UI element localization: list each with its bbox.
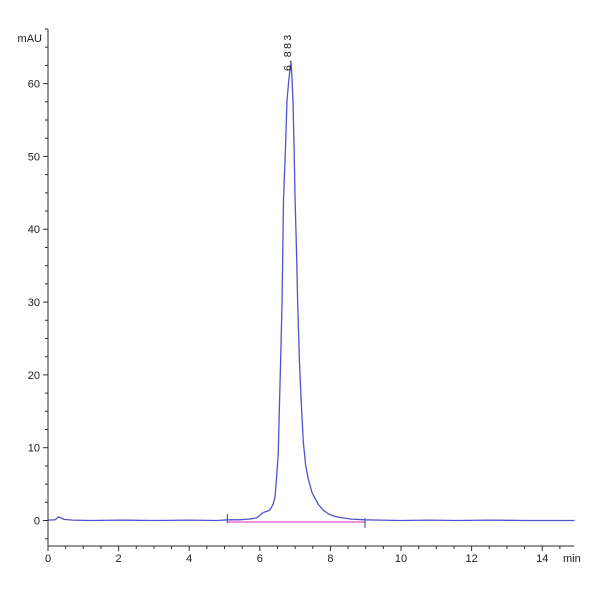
- x-tick-label: 4: [186, 553, 192, 565]
- x-tick-label: 6: [257, 553, 263, 565]
- axes-layer: 0 10 20 30 40 50 60 0 2 4 6 8 10 12 14: [28, 28, 574, 565]
- y-tick-label: 60: [28, 79, 40, 91]
- y-tick-label: 30: [28, 297, 40, 309]
- x-tick-label: 10: [395, 553, 407, 565]
- x-tick-label: 2: [116, 553, 122, 565]
- x-tick-label: 0: [45, 553, 51, 565]
- y-tick-label: 20: [28, 370, 40, 382]
- x-tick-label: 8: [327, 553, 333, 565]
- integration-baseline-layer: [226, 513, 366, 528]
- x-axis-unit-label: min: [563, 553, 581, 565]
- x-tick-label: 12: [465, 553, 477, 565]
- y-tick-label: 10: [28, 443, 40, 455]
- y-tick-label: 40: [28, 224, 40, 236]
- signal-trace: [47, 61, 575, 522]
- y-tick-label: 50: [28, 151, 40, 163]
- peak-retention-time-label: 6.883: [282, 32, 294, 71]
- y-tick-label: 0: [34, 516, 40, 528]
- x-tick-label: 14: [536, 553, 548, 565]
- y-axis-unit-label: mAU: [18, 33, 43, 45]
- signal-trace-layer: [47, 61, 575, 522]
